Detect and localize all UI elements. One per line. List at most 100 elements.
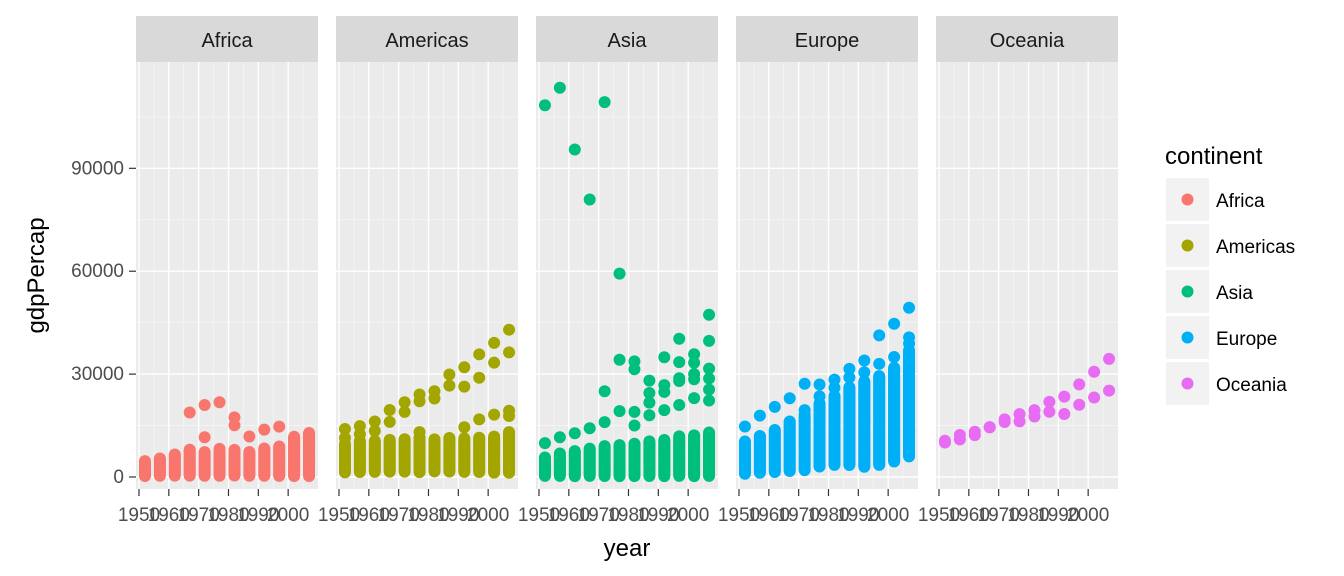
data-point [873, 370, 886, 383]
legend-swatch [1181, 331, 1194, 344]
data-point [843, 362, 856, 375]
data-point [813, 378, 826, 391]
data-point [688, 392, 701, 405]
x-tick-label: 1960 [348, 505, 390, 526]
data-point [1013, 415, 1026, 428]
data-point [1043, 395, 1056, 408]
data-point [198, 446, 211, 459]
data-point [258, 423, 271, 436]
data-point [643, 435, 656, 448]
data-point [903, 337, 916, 350]
data-point [828, 381, 841, 394]
data-point [398, 396, 411, 409]
y-axis-title: gdpPercap [23, 217, 50, 333]
panel-background [136, 62, 318, 489]
data-point [873, 329, 886, 342]
data-point [613, 439, 626, 452]
data-point [458, 432, 471, 445]
data-point [458, 380, 471, 393]
data-point [213, 442, 226, 455]
x-tick-label: 2000 [467, 505, 509, 526]
data-point [798, 404, 811, 417]
legend-swatch [1181, 285, 1194, 298]
data-point [598, 416, 611, 429]
data-point [858, 366, 871, 379]
data-point [1058, 408, 1071, 421]
data-point [583, 193, 596, 206]
data-point [368, 424, 381, 437]
x-tick-label: 1990 [1037, 505, 1079, 526]
data-point [613, 267, 626, 280]
data-point [503, 409, 516, 422]
data-point [658, 385, 671, 398]
x-tick-label: 2000 [667, 505, 709, 526]
data-point [828, 373, 841, 386]
data-point [643, 409, 656, 422]
data-point [628, 437, 641, 450]
data-point [843, 371, 856, 384]
data-point [473, 371, 486, 384]
data-point [538, 437, 551, 450]
facet-strip [136, 16, 318, 62]
x-tick-label: 1990 [437, 505, 479, 526]
data-point [538, 99, 551, 112]
data-point [703, 383, 716, 396]
facet-strip-label: Africa [201, 30, 253, 52]
data-point [183, 406, 196, 419]
x-tick-label: 1980 [807, 505, 849, 526]
data-point [843, 381, 856, 394]
x-tick-label: 1970 [578, 505, 620, 526]
data-point [383, 415, 396, 428]
data-point [228, 419, 241, 432]
data-point [273, 420, 286, 433]
x-tick-label: 1960 [748, 505, 790, 526]
data-point [673, 356, 686, 369]
data-point [503, 346, 516, 359]
data-point [598, 385, 611, 398]
data-point [1073, 398, 1086, 411]
data-point [703, 334, 716, 347]
data-point [768, 424, 781, 437]
facet-strip [536, 16, 718, 62]
data-point [338, 423, 351, 436]
data-point [583, 442, 596, 455]
data-point [598, 440, 611, 453]
data-point [353, 428, 366, 441]
data-point [443, 368, 456, 381]
data-point [643, 386, 656, 399]
x-tick-label: 1950 [918, 505, 960, 526]
data-point [428, 433, 441, 446]
data-point [783, 392, 796, 405]
data-point [598, 96, 611, 109]
data-point [503, 426, 516, 439]
data-point [813, 390, 826, 403]
data-point [703, 372, 716, 385]
data-point [628, 419, 641, 432]
data-point [673, 430, 686, 443]
data-point [398, 405, 411, 418]
legend-label: Oceania [1216, 375, 1287, 396]
data-point [858, 375, 871, 388]
data-point [383, 404, 396, 417]
facet-strip [336, 16, 518, 62]
facet-strip-label: Asia [608, 30, 648, 52]
data-point [273, 440, 286, 453]
x-tick-label: 2000 [1067, 505, 1109, 526]
data-point [538, 451, 551, 464]
x-tick-label: 1980 [1007, 505, 1049, 526]
facet-strip-label: Americas [385, 30, 468, 52]
data-point [368, 415, 381, 428]
data-point [458, 361, 471, 374]
data-point [213, 396, 226, 409]
data-point [473, 348, 486, 361]
x-tick-label: 1990 [837, 505, 879, 526]
data-point [443, 431, 456, 444]
data-point [768, 400, 781, 413]
data-point [1088, 391, 1101, 404]
data-point [458, 421, 471, 434]
data-point [413, 395, 426, 408]
data-point [643, 396, 656, 409]
data-point [488, 408, 501, 421]
data-point [938, 434, 951, 447]
